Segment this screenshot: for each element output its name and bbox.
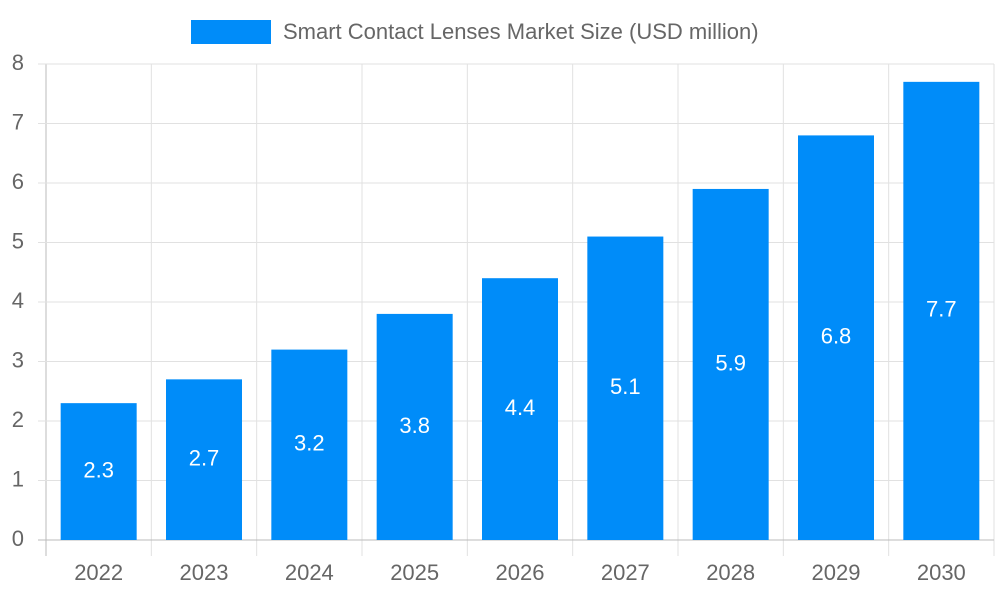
y-tick-label: 6 <box>12 169 24 194</box>
x-tick-label: 2029 <box>812 560 861 585</box>
x-tick-label: 2028 <box>706 560 755 585</box>
bar <box>166 379 242 540</box>
legend-swatch[interactable] <box>191 20 271 44</box>
bar <box>798 135 874 540</box>
bar <box>587 236 664 541</box>
x-tick-label: 2022 <box>74 560 123 585</box>
x-tick-label: 2024 <box>285 560 334 585</box>
data-label: 2.7 <box>189 445 220 470</box>
bar <box>60 403 137 540</box>
x-tick-label: 2027 <box>601 560 650 585</box>
bar <box>692 188 769 540</box>
bar <box>482 278 558 540</box>
x-tick-label: 2023 <box>180 560 229 585</box>
data-label: 7.7 <box>926 297 957 322</box>
y-tick-label: 1 <box>12 466 24 491</box>
data-label: 6.8 <box>821 324 852 349</box>
x-tick-label: 2025 <box>390 560 439 585</box>
data-label: 3.8 <box>399 413 430 438</box>
data-label: 5.9 <box>715 350 746 375</box>
x-tick-label: 2030 <box>917 560 966 585</box>
y-tick-label: 7 <box>12 109 24 134</box>
y-tick-label: 4 <box>12 288 24 313</box>
bar <box>271 349 348 540</box>
y-tick-label: 5 <box>12 228 24 253</box>
y-tick-label: 2 <box>12 407 24 432</box>
bar <box>903 81 980 540</box>
data-label: 3.2 <box>294 431 325 456</box>
data-label: 4.4 <box>505 395 536 420</box>
y-tick-label: 8 <box>12 50 24 75</box>
bar <box>376 313 453 540</box>
x-tick-label: 2026 <box>496 560 545 585</box>
data-label: 2.3 <box>83 457 114 482</box>
data-label: 5.1 <box>610 374 641 399</box>
legend-label[interactable]: Smart Contact Lenses Market Size (USD mi… <box>283 19 759 44</box>
y-tick-label: 3 <box>12 347 24 372</box>
y-tick-label: 0 <box>12 526 24 551</box>
